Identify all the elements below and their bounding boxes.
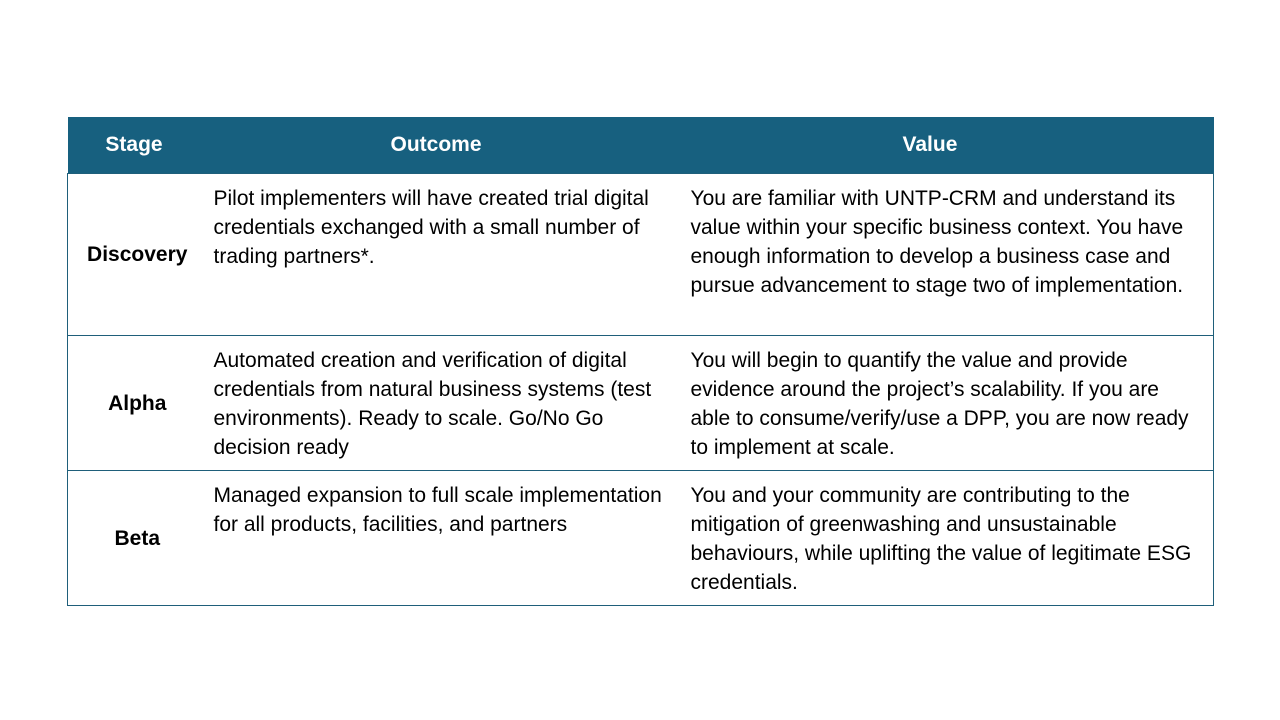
- table-row-beta: Beta Managed expansion to full scale imp…: [67, 470, 1214, 606]
- table-body: Discovery Pilot implementers will have c…: [67, 173, 1214, 606]
- outcome-cell: Pilot implementers will have created tri…: [200, 173, 678, 336]
- header-outcome: Outcome: [200, 117, 678, 174]
- header-row: Stage Outcome Value: [67, 117, 1214, 174]
- stage-cell: Discovery: [67, 173, 201, 336]
- value-cell: You and your community are contributing …: [677, 470, 1214, 606]
- outcome-cell: Automated creation and verification of d…: [200, 335, 678, 471]
- value-cell: You are familiar with UNTP-CRM and under…: [677, 173, 1214, 336]
- value-cell: You will begin to quantify the value and…: [677, 335, 1214, 471]
- outcome-cell: Managed expansion to full scale implemen…: [200, 470, 678, 606]
- table-row-discovery: Discovery Pilot implementers will have c…: [67, 173, 1214, 336]
- header-stage: Stage: [67, 117, 201, 174]
- stages-table: Stage Outcome Value Discovery Pilot impl…: [67, 117, 1214, 606]
- table-header: Stage Outcome Value: [67, 117, 1214, 174]
- stages-table-container: Stage Outcome Value Discovery Pilot impl…: [67, 117, 1214, 606]
- header-value: Value: [677, 117, 1214, 174]
- stage-cell: Beta: [67, 470, 201, 606]
- stage-cell: Alpha: [67, 335, 201, 471]
- table-row-alpha: Alpha Automated creation and verificatio…: [67, 335, 1214, 471]
